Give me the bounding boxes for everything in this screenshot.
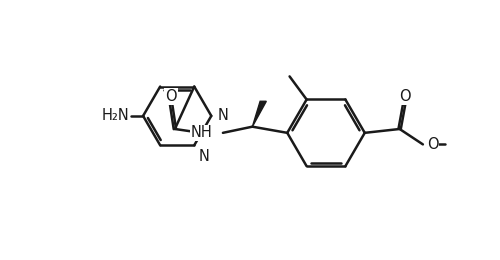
Text: O: O <box>399 89 411 104</box>
Text: O: O <box>165 89 177 104</box>
Text: N: N <box>198 149 209 164</box>
Text: H₂N: H₂N <box>102 108 129 124</box>
Text: O: O <box>427 137 438 152</box>
Polygon shape <box>252 101 266 127</box>
Text: NH: NH <box>190 125 212 140</box>
Text: N: N <box>218 108 228 124</box>
